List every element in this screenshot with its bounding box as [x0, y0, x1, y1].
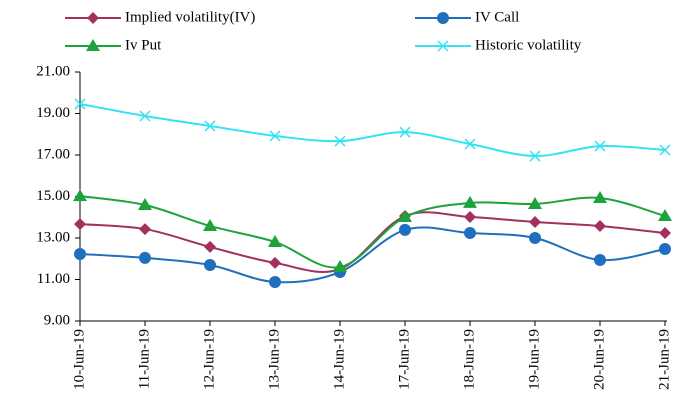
x-tick-label: 12-Jun-19 — [201, 329, 217, 390]
point — [139, 223, 151, 236]
point — [463, 195, 477, 208]
point — [659, 227, 671, 240]
point — [203, 218, 217, 231]
x-tick-label: 19-Jun-19 — [526, 329, 542, 390]
series — [74, 98, 671, 162]
legend-label: Iv Put — [125, 37, 162, 53]
point — [204, 120, 216, 132]
y-tick-label: 21.00 — [36, 63, 70, 79]
point — [529, 216, 541, 229]
point — [528, 196, 542, 209]
point — [74, 247, 86, 260]
x-tick-label: 17-Jun-19 — [396, 329, 412, 390]
x-tick-label: 21-Jun-19 — [656, 329, 672, 390]
point — [269, 256, 281, 269]
point — [139, 110, 151, 122]
point — [658, 209, 672, 222]
point — [659, 144, 671, 156]
point — [269, 275, 281, 288]
point — [659, 242, 671, 255]
series — [74, 210, 671, 276]
y-tick-label: 9.00 — [44, 312, 70, 328]
point — [464, 138, 476, 150]
point — [334, 135, 346, 147]
series-line — [79, 102, 666, 158]
point — [529, 232, 541, 244]
point — [333, 260, 347, 273]
point — [437, 12, 449, 24]
legend-label: Historic volatility — [475, 37, 582, 53]
series-line — [79, 211, 666, 273]
point — [204, 258, 216, 271]
y-tick-label: 17.00 — [36, 146, 70, 162]
point — [268, 234, 282, 247]
x-tick-label: 14-Jun-19 — [331, 329, 347, 390]
point — [594, 219, 606, 232]
y-tick-label: 19.00 — [36, 105, 70, 121]
x-tick-label: 13-Jun-19 — [266, 329, 282, 390]
x-tick-label: 10-Jun-19 — [71, 329, 87, 390]
legend-label: Implied volatility(IV) — [125, 9, 255, 25]
point — [398, 210, 412, 223]
series-line — [79, 195, 666, 269]
x-tick-label: 18-Jun-19 — [461, 329, 477, 390]
point — [74, 98, 86, 110]
y-tick-label: 15.00 — [36, 188, 70, 204]
point — [86, 39, 100, 51]
y-tick-label: 11.00 — [37, 271, 70, 287]
x-tick-label: 20-Jun-19 — [591, 329, 607, 390]
point — [593, 190, 607, 203]
point — [204, 240, 216, 253]
point — [594, 140, 606, 152]
point — [437, 40, 449, 52]
y-tick-label: 13.00 — [36, 229, 70, 245]
point — [138, 198, 152, 211]
point — [73, 189, 87, 202]
series-line — [79, 226, 666, 284]
legend-label: IV Call — [475, 9, 519, 25]
series — [73, 189, 672, 273]
point — [594, 253, 606, 266]
x-tick-label: 11-Jun-19 — [136, 329, 152, 389]
point — [399, 223, 411, 236]
point — [74, 218, 86, 231]
point — [87, 12, 99, 24]
point — [399, 126, 411, 138]
point — [269, 130, 281, 142]
point — [464, 227, 476, 240]
point — [529, 150, 541, 162]
point — [139, 251, 151, 264]
point — [464, 211, 476, 224]
